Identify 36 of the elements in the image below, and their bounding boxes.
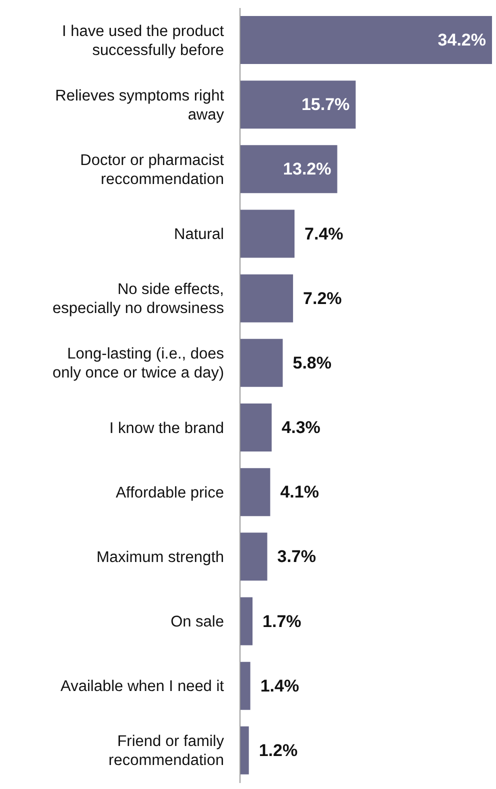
bar bbox=[240, 210, 295, 258]
bar bbox=[240, 80, 356, 129]
y-tick-label: Relieves symptoms right away bbox=[55, 86, 225, 123]
y-tick-label: On sale bbox=[170, 613, 224, 630]
data-label: 15.7% bbox=[301, 95, 350, 114]
data-label: 7.4% bbox=[304, 224, 344, 244]
bar bbox=[240, 338, 283, 387]
bar bbox=[240, 532, 268, 581]
y-tick-label: Friend or family recommendation bbox=[108, 732, 224, 769]
bar bbox=[240, 16, 492, 64]
data-label: 3.7% bbox=[277, 547, 316, 566]
data-label: 7.2% bbox=[303, 288, 342, 308]
bar bbox=[240, 145, 338, 194]
bar bbox=[240, 597, 253, 646]
bar bbox=[240, 274, 294, 322]
data-label: 1.2% bbox=[258, 740, 298, 760]
y-tick-label: Maximum strength bbox=[96, 548, 224, 566]
bar bbox=[240, 726, 249, 774]
y-tick-label: I have used the product successfully before bbox=[62, 22, 225, 58]
y-tick-label: Affordable price bbox=[116, 484, 224, 501]
data-label: 4.3% bbox=[282, 418, 320, 437]
y-tick-label: Long-lasting (i.e., does only once or twice a day) bbox=[52, 345, 224, 382]
bar bbox=[240, 468, 270, 516]
data-label: 4.1% bbox=[280, 482, 319, 502]
data-label: 1.4% bbox=[260, 676, 300, 696]
bar bbox=[240, 662, 250, 710]
bar bbox=[240, 404, 272, 452]
y-tick-label: No side effects, especially no drowsiness bbox=[52, 280, 224, 317]
data-label: 1.7% bbox=[262, 612, 302, 631]
data-label: 13.2% bbox=[283, 160, 332, 179]
y-tick-label: Natural bbox=[174, 226, 224, 243]
data-label: 34.2% bbox=[438, 30, 486, 50]
data-label: 5.8% bbox=[292, 353, 332, 372]
y-tick-label: I know the brand bbox=[109, 419, 224, 436]
y-tick-label: Doctor or pharmacist reccommendation bbox=[80, 151, 225, 188]
y-tick-label: Available when I need it bbox=[60, 678, 225, 695]
